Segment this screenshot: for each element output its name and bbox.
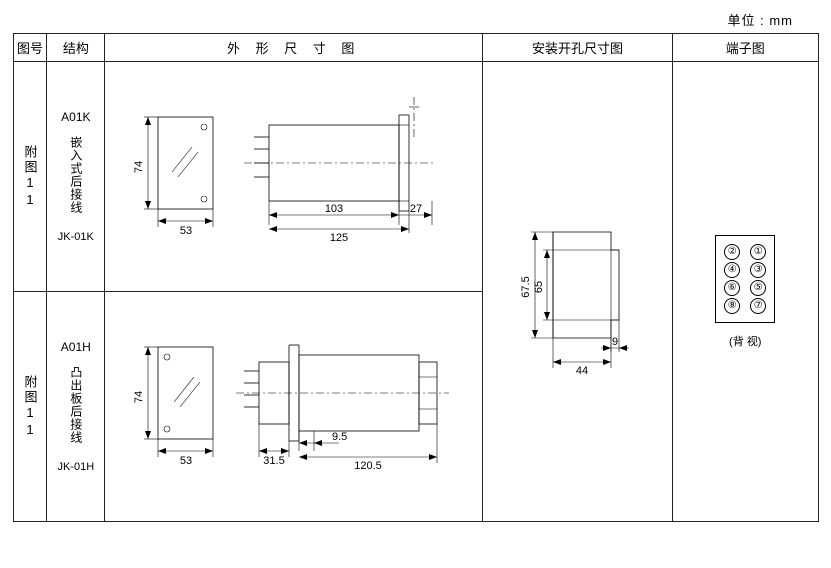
dim-125: 125 <box>329 232 347 244</box>
dim-w: 53 <box>180 225 192 237</box>
shape-cell: 74 53 <box>105 292 483 522</box>
mount-drawing: 67.5 65 9 44 <box>493 192 663 392</box>
struct-desc: 凸出板后接线 <box>67 366 85 444</box>
unit-label: 单位 : mm <box>10 10 821 29</box>
pin-8: ⑧ <box>724 298 740 314</box>
dim-h2: 74 <box>133 390 145 402</box>
dim-1205: 120.5 <box>354 460 382 472</box>
figno-text: 附图11 <box>22 375 37 439</box>
col-header-mount: 安装开孔尺寸图 <box>483 34 673 62</box>
col-header-struct: 结构 <box>47 34 105 62</box>
struct-jk: JK-01K <box>47 229 104 246</box>
col-header-shape: 外 形 尺 寸 图 <box>105 34 483 62</box>
mount-cell: 67.5 65 9 44 <box>483 62 673 522</box>
dim-315: 31.5 <box>263 455 284 467</box>
pin-6: ⑥ <box>724 280 740 296</box>
shape-cell: 74 53 <box>105 62 483 292</box>
struct-code: A01K <box>47 108 104 126</box>
dim-mw1: 9 <box>612 336 618 348</box>
figno-cell: 附图11 <box>13 292 47 522</box>
pin-2: ② <box>724 244 740 260</box>
pin-5: ⑤ <box>750 280 766 296</box>
dim-27: 27 <box>410 203 422 215</box>
dim-95: 9.5 <box>332 431 347 443</box>
dim-mw2: 44 <box>575 365 587 377</box>
pin-4: ④ <box>724 262 740 278</box>
figno-cell: 附图11 <box>13 62 47 292</box>
dim-103: 103 <box>324 203 342 215</box>
struct-jk: JK-01H <box>47 459 104 476</box>
dimension-table: 图号 结构 外 形 尺 寸 图 安装开孔尺寸图 端子图 附图11 A01K 嵌入… <box>13 33 819 522</box>
table-row: 附图11 A01K 嵌入式后接线 JK-01K 74 5 <box>13 62 818 292</box>
struct-desc: 嵌入式后接线 <box>67 136 85 214</box>
figno-text: 附图11 <box>22 145 37 209</box>
terminal-cell: ② ① ④ ③ ⑥ ⑤ ⑧ ⑦ (背 视) <box>673 62 819 522</box>
shape-drawing-1: 74 53 <box>114 77 474 277</box>
dim-mh1: 67.5 <box>520 276 532 297</box>
terminal-diagram: ② ① ④ ③ ⑥ ⑤ ⑧ ⑦ (背 视) <box>673 235 818 349</box>
dim-h: 74 <box>133 160 145 172</box>
backview-label: (背 视) <box>673 333 818 349</box>
struct-cell: A01K 嵌入式后接线 JK-01K <box>47 62 105 292</box>
col-header-term: 端子图 <box>673 34 819 62</box>
pin-1: ① <box>750 244 766 260</box>
shape-drawing-2: 74 53 <box>114 307 474 507</box>
terminal-grid: ② ① ④ ③ ⑥ ⑤ ⑧ ⑦ <box>715 235 775 323</box>
pin-7: ⑦ <box>750 298 766 314</box>
dim-mh2: 65 <box>533 280 545 292</box>
struct-code: A01H <box>47 338 104 356</box>
pin-3: ③ <box>750 262 766 278</box>
struct-cell: A01H 凸出板后接线 JK-01H <box>47 292 105 522</box>
col-header-figno: 图号 <box>13 34 47 62</box>
dim-w2: 53 <box>180 455 192 467</box>
